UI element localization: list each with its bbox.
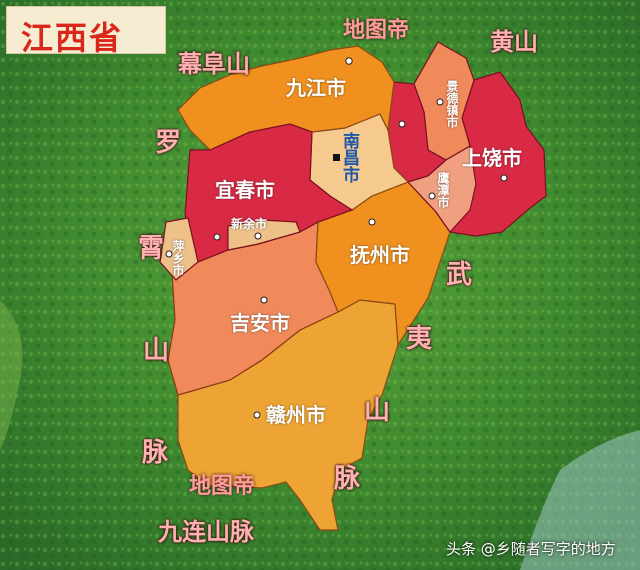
label-wuyi-3: 山 [364,396,391,426]
label-luoxiao-3: 山 [143,336,170,366]
pingxiang-marker [165,250,173,258]
annotation-top: 地图帝 [343,18,410,43]
jiujiang-marker [345,57,353,65]
title-box: 江西省 [6,6,166,57]
nanchang-marker [333,154,340,161]
label-wuyi-2: 夷 [406,324,433,354]
label-mufu-mountain: 幕阜山 [178,50,250,78]
label-fuzhou: 抚州市 [350,243,410,267]
jingdezhen-marker [436,98,444,106]
jian-marker [260,296,268,304]
yichun-marker [213,233,221,241]
label-pingxiang: 萍乡市 [171,240,185,276]
label-luoxiao-2: 霄 [138,234,165,264]
jiujiang-east-marker [398,120,406,128]
label-shangrao: 上饶市 [462,146,522,170]
region-xinyu [227,219,301,251]
terrain-lowland-west [0,300,23,450]
label-wuyi-4: 脉 [334,464,361,494]
ganzhou-marker [253,411,261,419]
label-jingdezhen: 景德镇市 [445,80,459,128]
coast-water [520,430,640,570]
label-wuyi-1: 武 [446,260,473,290]
region-yichun [184,123,354,263]
watermark: 头条 @乡随者写字的地方 [446,540,616,558]
xinyu-marker [254,232,262,240]
label-jiulian-mountains: 九连山脉 [158,518,254,546]
shangrao-marker [500,174,508,182]
fuzhou-marker [368,218,376,226]
label-luoxiao-4: 脉 [142,438,169,468]
yingtan-marker [428,192,436,200]
region-yingtan [406,145,477,233]
label-huangshan: 黄山 [490,28,538,56]
label-luoxiao-1: 罗 [155,128,182,158]
map-title: 江西省 [21,19,124,57]
label-yichun: 宜春市 [215,178,275,202]
region-pingxiang [159,217,199,281]
label-xinyu: 新余市 [231,217,268,231]
label-jiujiang: 九江市 [286,76,346,100]
label-yingtan: 鹰潭市 [436,172,450,208]
annotation-bottom: 地图帝 [189,474,256,499]
label-ganzhou: 赣州市 [266,403,326,427]
label-nanchang: 南昌市 [339,132,359,183]
label-jian: 吉安市 [230,311,290,335]
